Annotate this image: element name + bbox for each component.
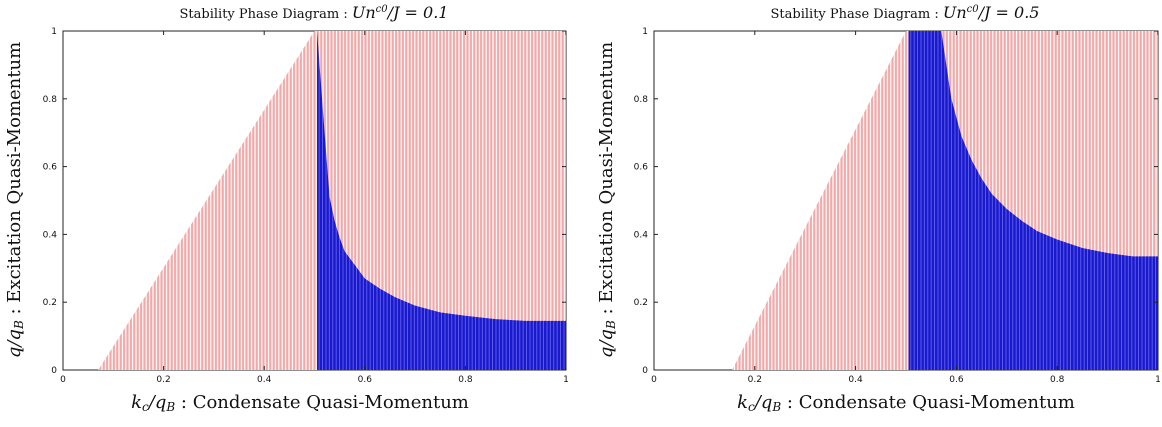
y-axis-label: q/qB : Excitation Quasi-Momentum xyxy=(596,42,618,358)
plot-area xyxy=(98,31,566,370)
y-axis-ticks: 0 0.2 0.4 0.6 0.8 1 xyxy=(43,27,566,376)
y-tick-label: 0.4 xyxy=(634,230,649,240)
x-tick-label: 1 xyxy=(1155,375,1161,385)
x-tick-label: 0.4 xyxy=(848,375,863,385)
x-axis-label: kc/qB : Condensate Quasi-Momentum xyxy=(737,392,1075,414)
phase-diagram-panel-1: Stability Phase Diagram : Unc0/J = 0.1 0… xyxy=(4,3,569,414)
x-axis-label: kc/qB : Condensate Quasi-Momentum xyxy=(131,392,469,414)
chart-title: Stability Phase Diagram : Unc0/J = 0.5 xyxy=(771,3,1040,22)
y-tick-label: 0.2 xyxy=(43,298,57,308)
x-tick-label: 0.2 xyxy=(748,375,762,385)
y-tick-label: 0 xyxy=(51,366,57,376)
stable-region-left xyxy=(732,31,906,370)
x-tick-label: 0.2 xyxy=(156,375,170,385)
x-tick-label: 1 xyxy=(563,375,569,385)
y-axis-label: q/qB : Excitation Quasi-Momentum xyxy=(4,42,26,358)
y-tick-label: 0.2 xyxy=(634,298,648,308)
x-axis-ticks: 0 0.2 0.4 0.6 0.8 1 xyxy=(651,31,1161,385)
x-tick-label: 0 xyxy=(651,375,657,385)
x-tick-label: 0 xyxy=(60,375,66,385)
stable-region-left xyxy=(98,31,315,370)
y-tick-label: 0.6 xyxy=(43,163,58,173)
x-tick-label: 0.4 xyxy=(257,375,272,385)
y-tick-label: 1 xyxy=(51,27,57,37)
x-tick-label: 0.6 xyxy=(358,375,373,385)
x-axis-ticks: 0 0.2 0.4 0.6 0.8 1 xyxy=(60,31,569,385)
y-tick-label: 0 xyxy=(642,366,648,376)
y-axis-ticks: 0 0.2 0.4 0.6 0.8 1 xyxy=(634,27,1158,376)
y-tick-label: 0.4 xyxy=(43,230,58,240)
y-tick-label: 0.8 xyxy=(43,95,58,105)
unstable-region xyxy=(317,31,566,370)
plot-area xyxy=(732,31,1158,370)
x-tick-label: 0.8 xyxy=(458,375,473,385)
y-tick-label: 0.8 xyxy=(634,95,649,105)
chart-title: Stability Phase Diagram : Unc0/J = 0.1 xyxy=(180,3,449,22)
y-tick-label: 1 xyxy=(642,27,648,37)
x-tick-label: 0.8 xyxy=(1050,375,1065,385)
unstable-region xyxy=(908,31,1158,370)
phase-diagram-panel-2: Stability Phase Diagram : Unc0/J = 0.5 0… xyxy=(596,3,1161,414)
x-tick-label: 0.6 xyxy=(949,375,964,385)
y-tick-label: 0.6 xyxy=(634,163,649,173)
